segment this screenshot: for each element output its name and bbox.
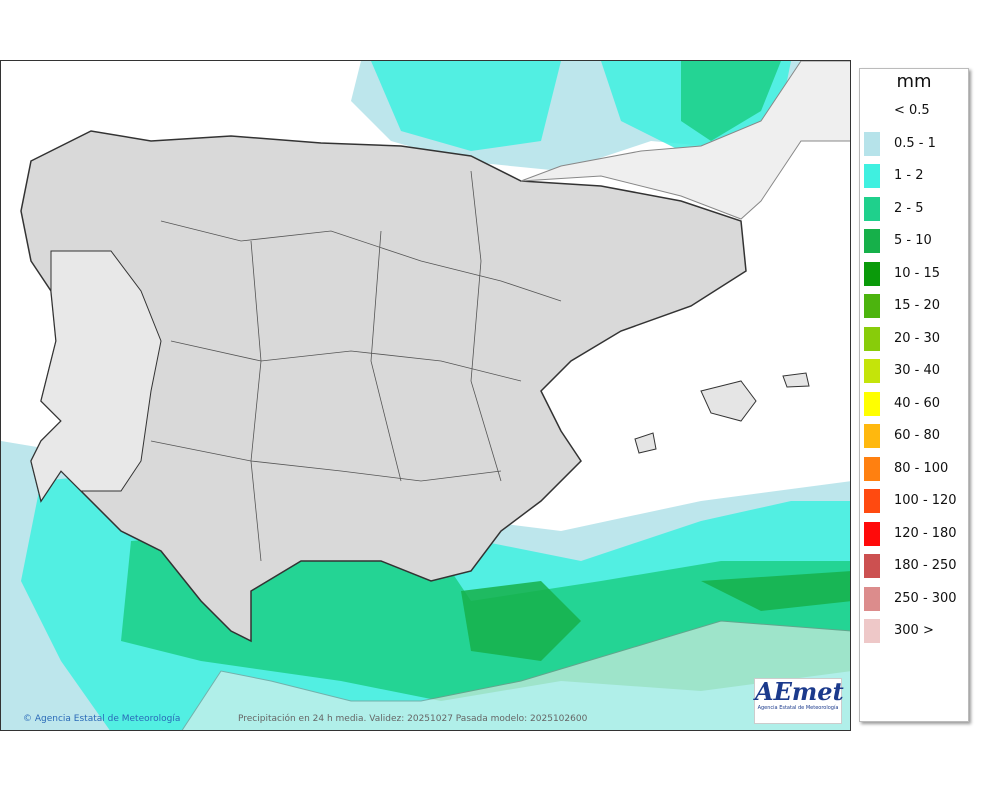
land-africa bbox=[181, 620, 850, 730]
precip-area-5-10 bbox=[461, 581, 581, 661]
legend-label: 250 - 300 bbox=[894, 590, 957, 606]
legend-label: 20 - 30 bbox=[894, 330, 941, 346]
legend-swatch bbox=[864, 326, 880, 351]
land-portugal bbox=[30, 250, 162, 503]
credit-label: Agencia Estatal de Meteorología bbox=[34, 714, 181, 724]
legend-swatch bbox=[864, 261, 880, 286]
legend-label: 1 - 2 bbox=[894, 168, 924, 183]
legend-swatch bbox=[864, 229, 880, 253]
legend-item: 15 - 20 bbox=[864, 294, 968, 318]
precipitation-map[interactable]: © Agencia Estatal de Meteorología Precip… bbox=[0, 60, 851, 731]
legend-swatch bbox=[864, 359, 880, 383]
legend-swatch bbox=[864, 131, 880, 156]
legend-label: 80 - 100 bbox=[894, 460, 949, 476]
legend-item: 5 - 10 bbox=[864, 229, 968, 253]
legend-item: 20 - 30 bbox=[864, 326, 968, 351]
precip-area-1-2 bbox=[371, 61, 561, 151]
legend-item: 120 - 180 bbox=[864, 521, 968, 546]
legend-swatch bbox=[864, 489, 880, 513]
aemet-logo-subtitle: Agencia Estatal de Meteorología bbox=[757, 705, 839, 711]
legend-swatch bbox=[864, 554, 880, 578]
legend-swatch bbox=[864, 456, 880, 481]
legend-label: 0.5 - 1 bbox=[894, 135, 936, 151]
map-canvas bbox=[1, 61, 850, 730]
legend-label: 60 - 80 bbox=[894, 428, 941, 443]
legend-label: 120 - 180 bbox=[894, 525, 957, 541]
legend-label: 300 > bbox=[894, 623, 934, 638]
land-france bbox=[520, 61, 850, 220]
legend-swatch bbox=[864, 391, 880, 416]
legend-swatch bbox=[864, 424, 880, 448]
legend-item: 30 - 40 bbox=[864, 359, 968, 383]
legend-item: 2 - 5 bbox=[864, 196, 968, 221]
island-mallorca bbox=[700, 380, 757, 422]
legend-swatch bbox=[864, 164, 880, 188]
legend-label: 5 - 10 bbox=[894, 233, 932, 248]
legend-label: 2 - 5 bbox=[894, 200, 924, 216]
legend-item: 250 - 300 bbox=[864, 586, 968, 611]
legend-item: 80 - 100 bbox=[864, 456, 968, 481]
legend-label: 100 - 120 bbox=[894, 493, 957, 508]
legend-swatch bbox=[864, 196, 880, 221]
legend-item: 0.5 - 1 bbox=[864, 131, 968, 156]
legend-item: 40 - 60 bbox=[864, 391, 968, 416]
precip-area-2-5 bbox=[681, 61, 781, 141]
island-menorca bbox=[782, 372, 810, 388]
island-ibiza bbox=[634, 432, 657, 454]
legend: mm < 0.5 0.5 - 1 1 - 2 2 - 5 5 - 10 10 - 15 15… bbox=[859, 68, 969, 722]
precip-area-5-10 bbox=[701, 571, 850, 611]
legend-swatch bbox=[864, 294, 880, 318]
aemet-logo: AEmet Agencia Estatal de Meteorología bbox=[754, 677, 844, 724]
legend-swatch bbox=[864, 619, 880, 643]
legend-item: 100 - 120 bbox=[864, 489, 968, 513]
legend-label: 30 - 40 bbox=[894, 363, 941, 378]
legend-swatch bbox=[864, 99, 880, 123]
legend-swatch bbox=[864, 586, 880, 611]
region-borders bbox=[150, 170, 562, 562]
credit-text: © Agencia Estatal de Meteorología bbox=[23, 714, 180, 724]
copyright-icon: © bbox=[23, 714, 32, 724]
legend-item: 10 - 15 bbox=[864, 261, 968, 286]
legend-label: 15 - 20 bbox=[894, 298, 941, 313]
legend-label: 180 - 250 bbox=[894, 558, 957, 573]
map-caption: Precipitación en 24 h media. Validez: 20… bbox=[238, 714, 588, 724]
legend-item: 180 - 250 bbox=[864, 554, 968, 578]
legend-item: 300 > bbox=[864, 619, 968, 643]
legend-item: 60 - 80 bbox=[864, 424, 968, 448]
aemet-logo-wordmark: AEmet bbox=[755, 677, 844, 706]
legend-item: 1 - 2 bbox=[864, 164, 968, 188]
legend-item: < 0.5 bbox=[864, 99, 968, 123]
legend-label: 40 - 60 bbox=[894, 395, 941, 411]
legend-label: < 0.5 bbox=[894, 103, 930, 118]
legend-swatch bbox=[864, 521, 880, 546]
legend-label: 10 - 15 bbox=[894, 265, 941, 281]
legend-title: mm bbox=[896, 71, 932, 92]
